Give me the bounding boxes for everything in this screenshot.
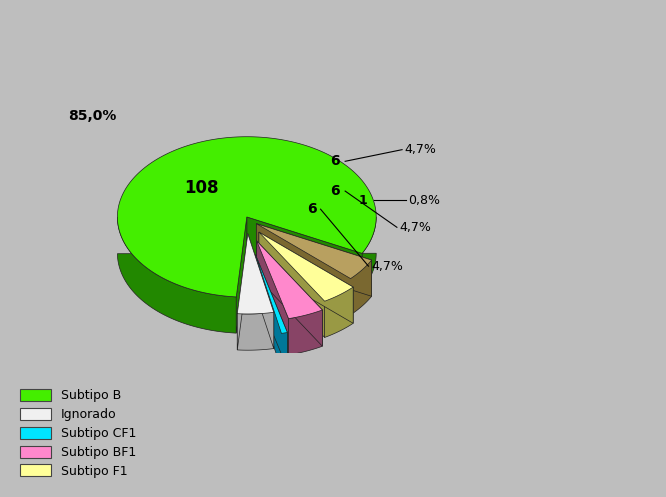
Polygon shape bbox=[117, 137, 376, 297]
Legend: Subtipo B, Ignorado, Subtipo CF1, Subtipo BF1, Subtipo F1: Subtipo B, Ignorado, Subtipo CF1, Subtip… bbox=[19, 389, 136, 478]
Text: 4,7%: 4,7% bbox=[371, 259, 403, 273]
Text: 6: 6 bbox=[330, 154, 340, 168]
Polygon shape bbox=[236, 217, 247, 333]
Polygon shape bbox=[259, 232, 353, 301]
Polygon shape bbox=[350, 260, 372, 315]
Polygon shape bbox=[256, 255, 288, 369]
Text: 6: 6 bbox=[306, 202, 316, 216]
Polygon shape bbox=[237, 234, 248, 350]
Polygon shape bbox=[259, 232, 324, 337]
Polygon shape bbox=[256, 224, 372, 279]
Text: 6: 6 bbox=[330, 184, 340, 198]
Polygon shape bbox=[282, 332, 288, 370]
Polygon shape bbox=[256, 241, 322, 319]
Text: 0,8%: 0,8% bbox=[408, 194, 440, 207]
Polygon shape bbox=[237, 234, 274, 314]
Polygon shape bbox=[247, 217, 362, 290]
Polygon shape bbox=[117, 217, 376, 333]
Text: 4,7%: 4,7% bbox=[400, 221, 432, 234]
Text: 85,0%: 85,0% bbox=[68, 109, 117, 123]
Polygon shape bbox=[256, 224, 350, 315]
Polygon shape bbox=[256, 241, 288, 355]
Text: 108: 108 bbox=[184, 179, 218, 197]
Text: 4,7%: 4,7% bbox=[405, 143, 436, 156]
Polygon shape bbox=[256, 255, 282, 370]
Polygon shape bbox=[256, 241, 322, 346]
Text: 1: 1 bbox=[359, 194, 368, 207]
Polygon shape bbox=[256, 224, 372, 296]
Polygon shape bbox=[288, 310, 322, 355]
Polygon shape bbox=[248, 234, 274, 348]
Polygon shape bbox=[324, 287, 353, 337]
Polygon shape bbox=[259, 232, 353, 323]
Polygon shape bbox=[256, 255, 288, 333]
Polygon shape bbox=[237, 312, 274, 350]
